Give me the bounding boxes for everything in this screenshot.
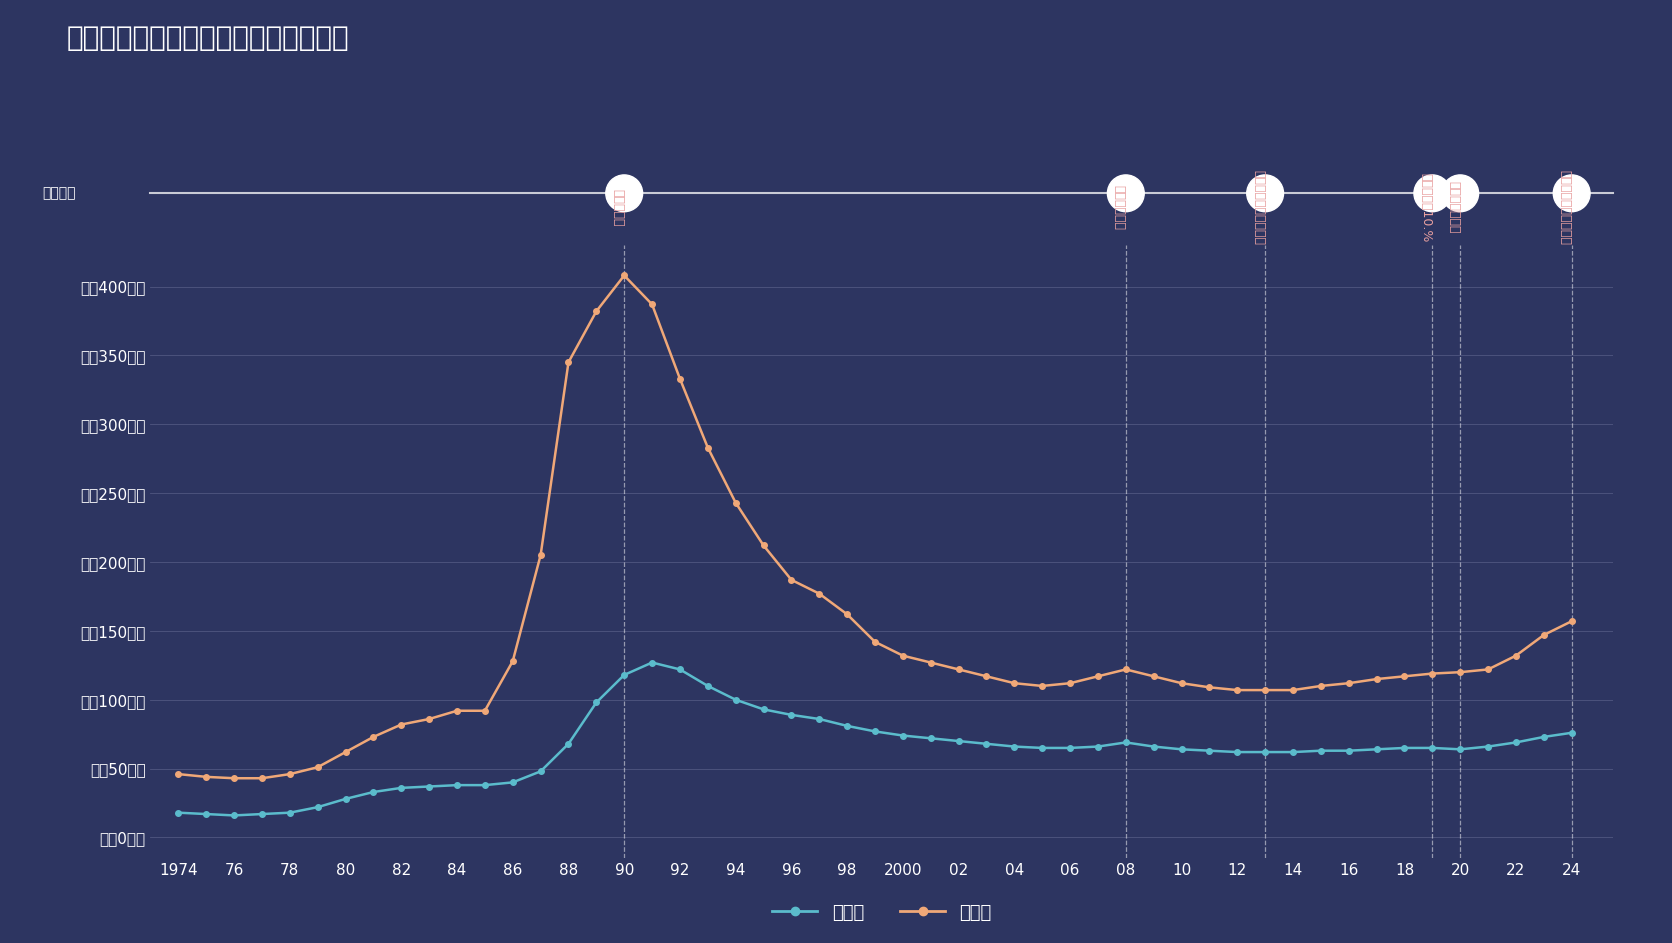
- Text: コロナ感染拡大: コロナ感染拡大: [1448, 181, 1460, 234]
- Text: バブル崩壊: バブル崩壊: [612, 189, 624, 226]
- Text: 日銀　異次元金融緩和: 日銀 異次元金融緩和: [1252, 170, 1266, 245]
- Text: 経済年表: 経済年表: [42, 187, 75, 200]
- Text: 横浜市南区　土地価格の推移（平均）: 横浜市南区 土地価格の推移（平均）: [67, 24, 349, 52]
- Legend: 住宅地, 商業地: 住宅地, 商業地: [764, 897, 1000, 929]
- Text: 増税消費税10.%: 増税消費税10.%: [1420, 173, 1433, 242]
- Text: 世界金融危機: 世界金融危機: [1114, 185, 1125, 230]
- Text: 日銀　異次元緩和終了: 日銀 異次元緩和終了: [1558, 170, 1572, 245]
